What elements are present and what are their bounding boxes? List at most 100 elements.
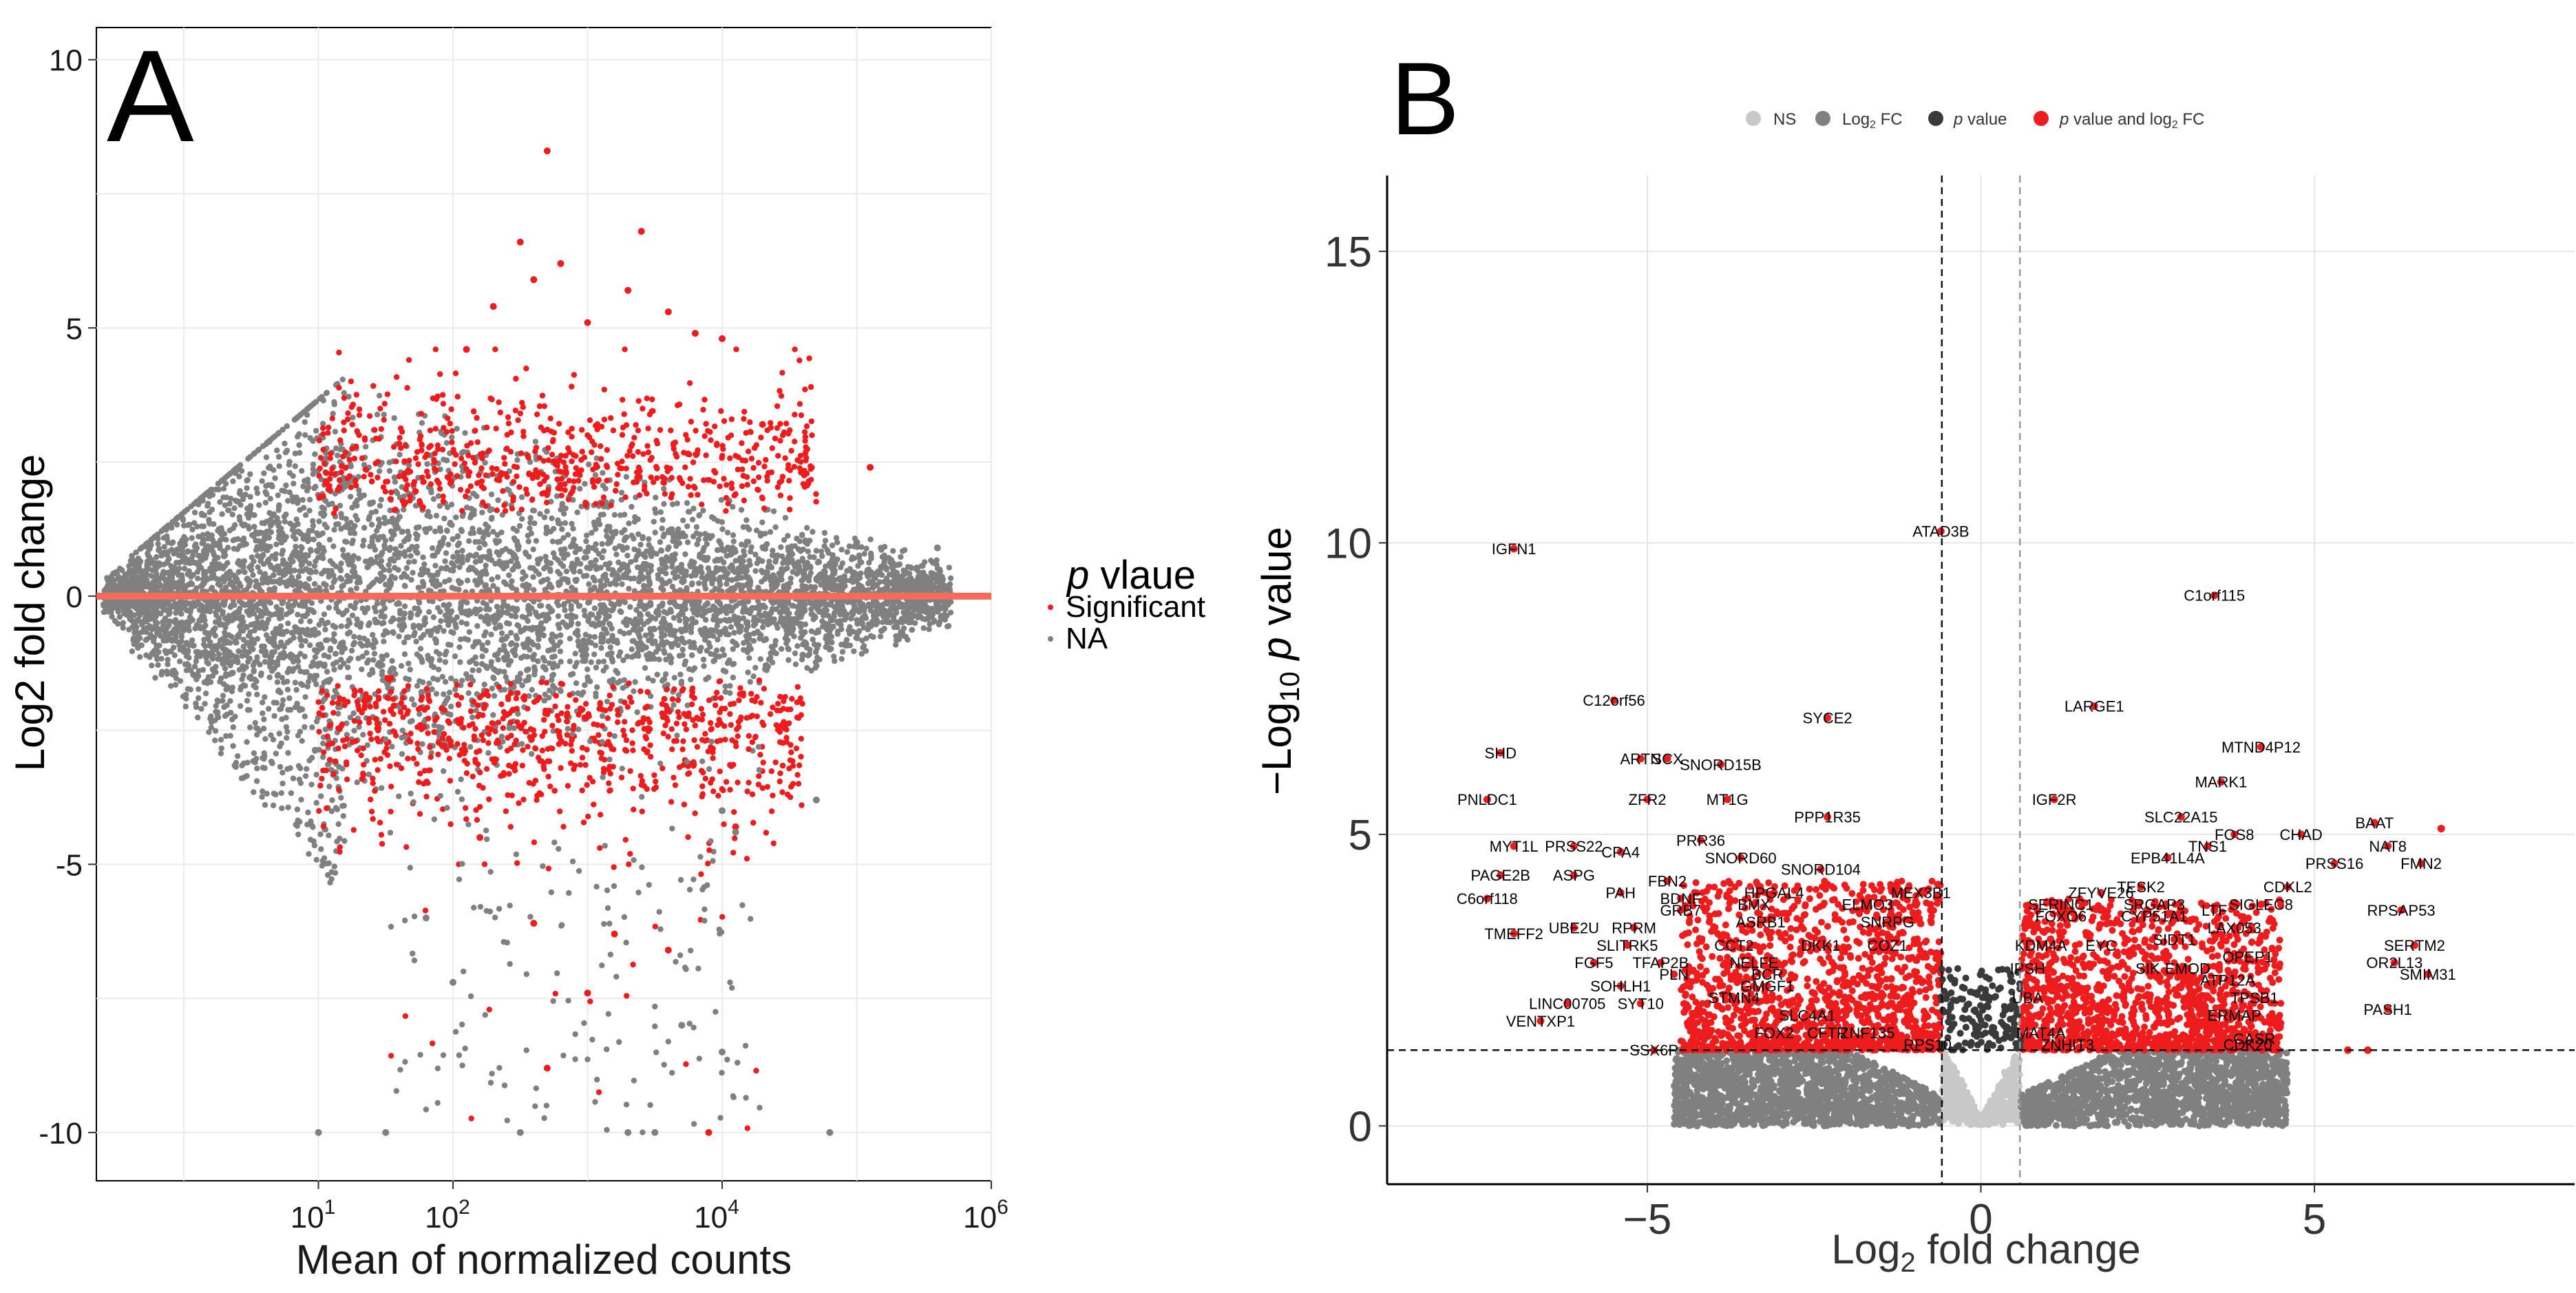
cloud-point — [523, 551, 529, 557]
cloud-point — [689, 516, 696, 523]
cloud-point — [574, 509, 580, 516]
cloud-point — [556, 580, 562, 586]
cloud-point — [582, 612, 588, 619]
cloud-point — [564, 576, 571, 583]
cloud-point — [344, 623, 350, 629]
cloud-point — [690, 533, 697, 540]
cloud-point — [549, 677, 555, 683]
cloud-point — [780, 560, 786, 566]
cloud-point — [364, 564, 370, 571]
cloud-point — [615, 680, 621, 686]
cloud-point — [746, 526, 752, 533]
cloud-point — [466, 538, 472, 544]
cloud-point — [833, 535, 840, 541]
cloud-point — [804, 560, 811, 566]
cloud-point — [688, 676, 694, 683]
cloud-point — [458, 606, 464, 613]
cloud-point — [539, 612, 545, 619]
cloud-point — [573, 680, 580, 686]
cloud-point — [929, 611, 936, 618]
cloud-point — [629, 646, 635, 653]
cloud-point — [279, 561, 286, 567]
cloud-point — [531, 671, 538, 677]
cloud-point — [624, 545, 630, 551]
cloud-point — [316, 541, 322, 548]
cloud-point — [829, 543, 836, 549]
cloud-point — [575, 638, 581, 644]
cloud-point — [571, 569, 577, 575]
cloud-point — [500, 642, 507, 649]
cloud-point — [649, 640, 656, 646]
cloud-point — [307, 642, 313, 649]
cloud-point — [298, 544, 304, 550]
cloud-point — [858, 651, 865, 657]
cloud-point — [331, 631, 337, 638]
cloud-point — [730, 674, 737, 681]
cloud-point — [605, 638, 611, 644]
cloud-point — [637, 626, 644, 633]
cloud-point — [297, 651, 304, 657]
cloud-point — [659, 516, 666, 523]
cloud-point — [727, 683, 733, 689]
cloud-point — [821, 613, 827, 619]
cloud-point — [217, 537, 224, 543]
cloud-point — [377, 663, 383, 669]
cloud-point — [940, 602, 947, 609]
cloud-point — [401, 651, 408, 658]
cloud-point — [758, 632, 764, 638]
cloud-point — [602, 561, 609, 567]
cloud-point — [441, 691, 447, 697]
cloud-point — [396, 600, 403, 607]
cloud-point — [500, 565, 507, 571]
cloud-point — [366, 514, 372, 520]
cloud-point — [244, 697, 251, 704]
cloud-point — [715, 636, 721, 643]
cloud-point — [509, 549, 515, 556]
cloud-point — [154, 554, 160, 560]
cloud-point — [558, 560, 564, 567]
cloud-point — [688, 561, 695, 568]
cloud-point — [485, 640, 491, 646]
cloud-point — [414, 605, 421, 612]
cloud-point — [489, 514, 495, 521]
cloud-point — [893, 622, 900, 628]
cloud-point — [529, 686, 535, 693]
cloud-point — [724, 529, 731, 536]
cloud-point — [512, 562, 518, 569]
cloud-point — [439, 673, 445, 680]
cloud-point — [430, 552, 436, 559]
cloud-point — [745, 669, 751, 675]
cloud-point — [386, 585, 392, 591]
cloud-point — [550, 671, 557, 678]
cloud-point — [624, 565, 631, 571]
cloud-point — [513, 633, 519, 639]
cloud-point — [648, 563, 655, 569]
cloud-point — [473, 660, 479, 667]
cloud-point — [631, 688, 637, 695]
cloud-point — [261, 470, 267, 476]
cloud-point — [666, 653, 673, 659]
cloud-point — [515, 711, 521, 717]
cloud-point — [390, 630, 397, 636]
cloud-point — [756, 611, 762, 618]
cloud-point — [442, 679, 449, 685]
cloud-point — [285, 620, 291, 627]
cloud-point — [826, 629, 833, 636]
cloud-point — [674, 501, 680, 507]
cloud-point — [492, 617, 498, 623]
cloud-point — [699, 574, 705, 580]
cloud-point — [372, 508, 379, 515]
cloud-point — [253, 547, 260, 554]
cloud-point — [764, 569, 771, 576]
cloud-point — [382, 628, 389, 634]
cloud-point — [396, 514, 403, 520]
cloud-point — [861, 642, 867, 649]
cloud-point — [359, 653, 366, 660]
cloud-point — [433, 638, 439, 644]
cloud-point — [685, 624, 691, 631]
cloud-point — [909, 627, 915, 633]
cloud-point — [408, 577, 414, 583]
cloud-point — [614, 575, 620, 582]
cloud-point — [511, 646, 518, 653]
cloud-point — [584, 565, 590, 571]
